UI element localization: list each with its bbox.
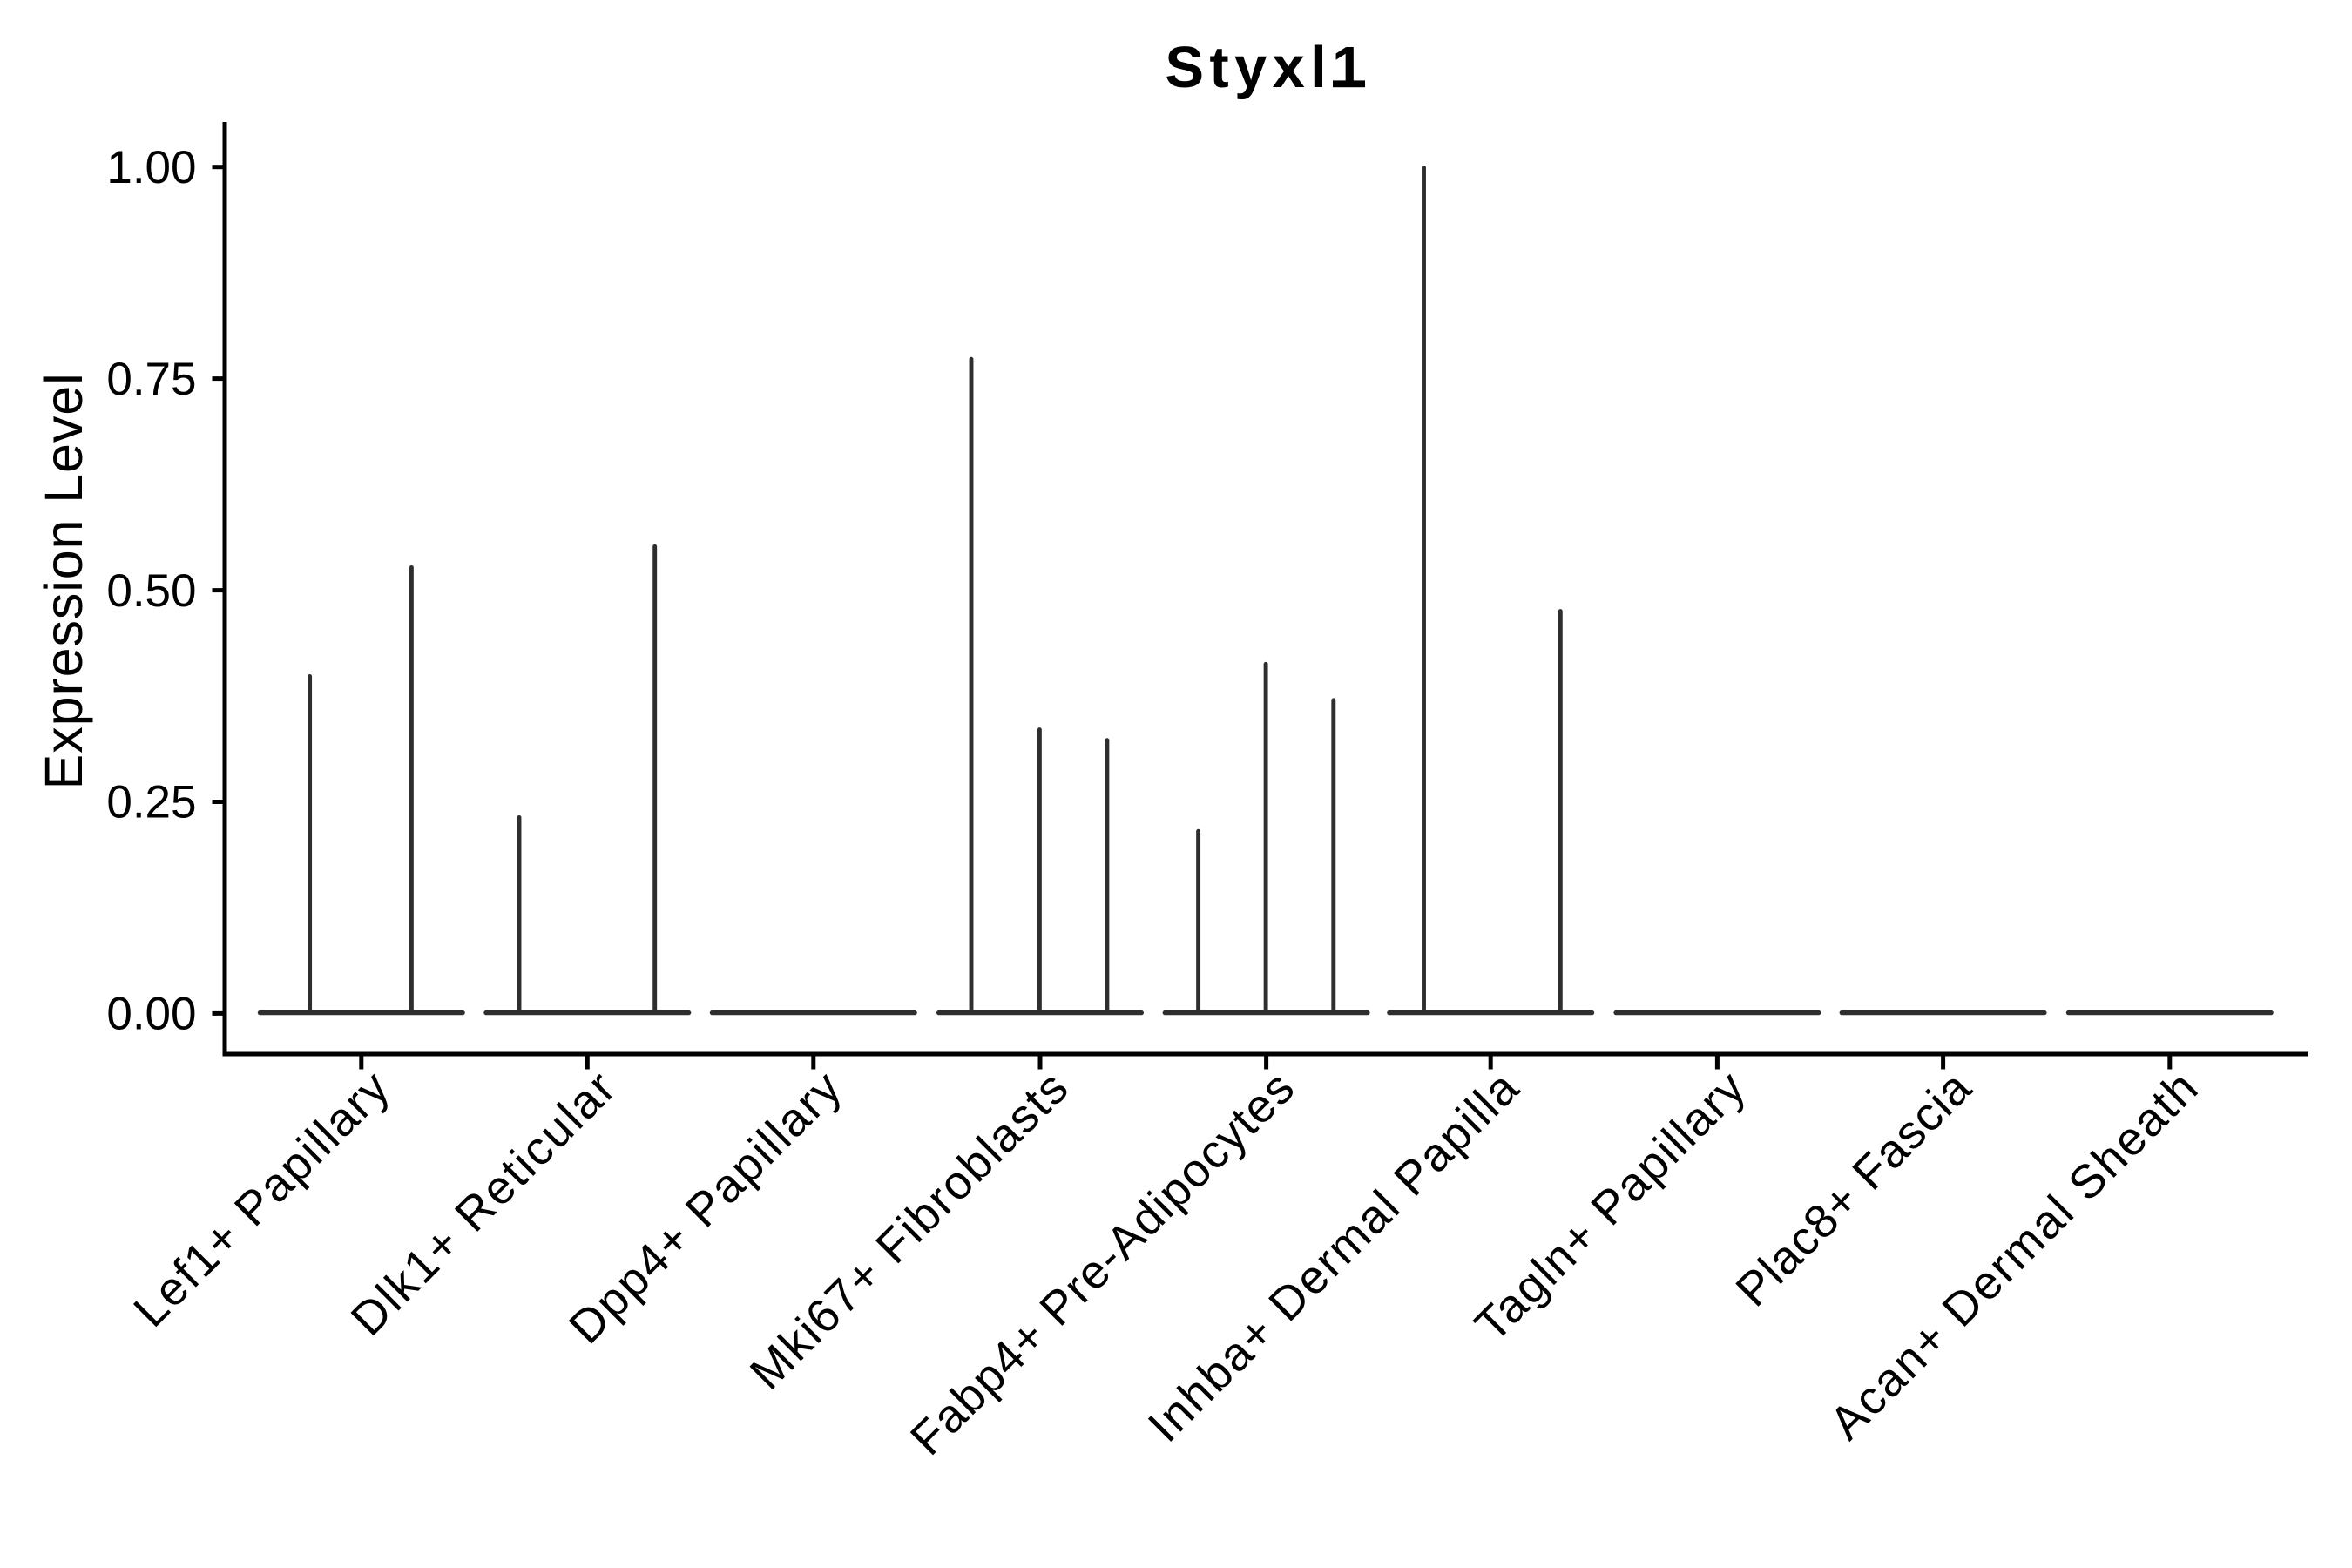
svg-text:Expression Level: Expression Level <box>34 372 93 789</box>
svg-text:0.25: 0.25 <box>106 777 196 828</box>
svg-text:1.00: 1.00 <box>106 142 196 193</box>
svg-text:Styxl1: Styxl1 <box>1165 35 1369 100</box>
svg-text:0.50: 0.50 <box>106 565 196 617</box>
svg-text:0.75: 0.75 <box>106 354 196 405</box>
svg-text:0.00: 0.00 <box>106 989 196 1040</box>
